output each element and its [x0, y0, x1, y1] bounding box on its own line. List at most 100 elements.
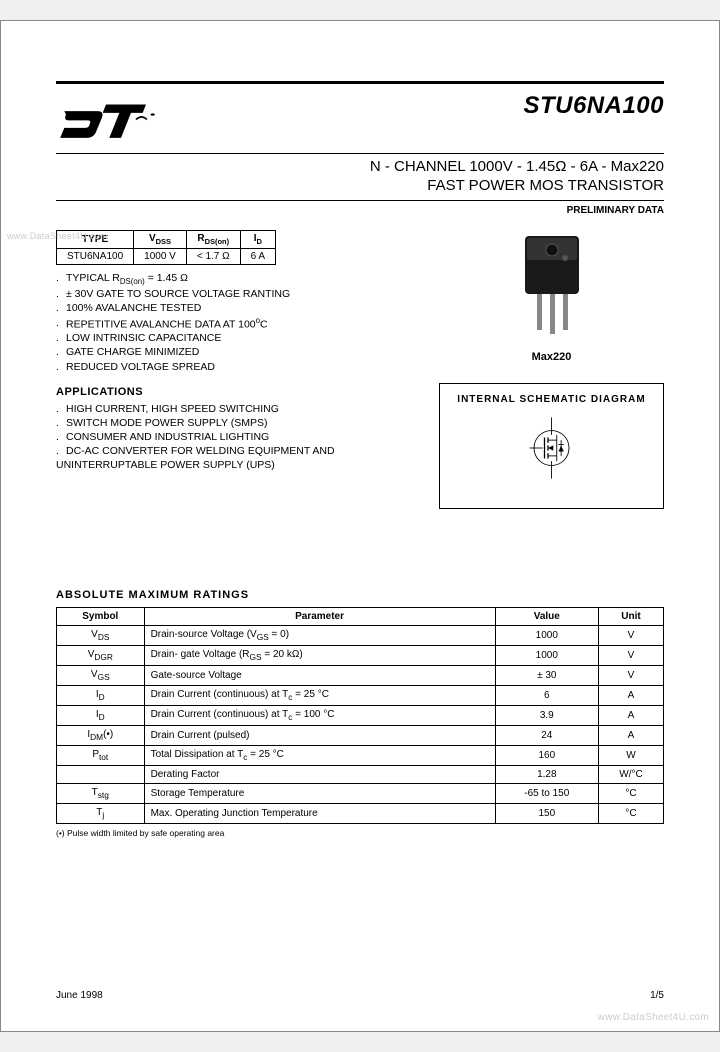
list-item: TYPICAL RDS(on) = 1.45 Ω [56, 271, 411, 288]
td-unit: V [599, 625, 664, 645]
td-symbol: ID [57, 685, 145, 705]
applications-heading: APPLICATIONS [56, 386, 411, 398]
list-item: ± 30V GATE TO SOURCE VOLTAGE RANTING [56, 287, 411, 301]
th-id: ID [240, 230, 275, 248]
package-icon [507, 230, 597, 340]
table-row: PtotTotal Dissipation at Tc = 25 °C160W [57, 745, 664, 765]
td-unit: W/°C [599, 765, 664, 783]
td-id: 6 A [240, 248, 275, 264]
td-symbol: IDM(•) [57, 725, 145, 745]
footer-date: June 1998 [56, 990, 103, 1001]
list-item: HIGH CURRENT, HIGH SPEED SWITCHING [56, 402, 411, 416]
schematic-heading: INTERNAL SCHEMATIC DIAGRAM [448, 394, 655, 405]
td-symbol: Tj [57, 803, 145, 823]
td-unit: A [599, 705, 664, 725]
subtitle-line2: FAST POWER MOS TRANSISTOR [427, 177, 664, 194]
ratings-table: Symbol Parameter Value Unit VDSDrain-sou… [56, 607, 664, 824]
list-item: SWITCH MODE POWER SUPPLY (SMPS) [56, 416, 411, 430]
td-value: 1000 [495, 645, 598, 665]
td-parameter: Gate-source Voltage [144, 665, 495, 685]
feature-list: TYPICAL RDS(on) = 1.45 Ω ± 30V GATE TO S… [56, 271, 411, 374]
td-symbol: VDGR [57, 645, 145, 665]
td-type: STU6NA100 [57, 248, 134, 264]
page-footer: June 1998 1/5 [56, 990, 664, 1001]
td-parameter: Total Dissipation at Tc = 25 °C [144, 745, 495, 765]
package-image [439, 230, 664, 345]
subtitle-line1: N - CHANNEL 1000V - 1.45Ω - 6A - Max220 [370, 158, 664, 175]
schematic-icon [524, 413, 579, 483]
td-symbol: VDS [57, 625, 145, 645]
table-row: IDDrain Current (continuous) at Tc = 100… [57, 705, 664, 725]
watermark-left: www.DataSheet4U.com [7, 231, 108, 241]
th-value: Value [495, 607, 598, 625]
left-column: TYPE VDSS RDS(on) ID STU6NA100 1000 V < … [56, 230, 411, 509]
td-parameter: Max. Operating Junction Temperature [144, 803, 495, 823]
td-parameter: Derating Factor [144, 765, 495, 783]
preliminary-label: PRELIMINARY DATA [56, 200, 664, 216]
list-item: REPETITIVE AVALANCHE DATA AT 100oC [56, 316, 411, 332]
datasheet-page: www.DataSheet4U.com www.DataSheet4U.com … [0, 20, 720, 1032]
list-item: CONSUMER AND INDUSTRIAL LIGHTING [56, 430, 411, 444]
td-unit: A [599, 685, 664, 705]
table-row: TjMax. Operating Junction Temperature150… [57, 803, 664, 823]
td-unit: A [599, 725, 664, 745]
st-logo-icon [56, 92, 156, 147]
subtitle: N - CHANNEL 1000V - 1.45Ω - 6A - Max220 … [56, 158, 664, 196]
table-row: VDGRDrain- gate Voltage (RGS = 20 kΩ)100… [57, 645, 664, 665]
ratings-footnote: (•) Pulse width limited by safe operatin… [56, 828, 664, 838]
td-value: 24 [495, 725, 598, 745]
td-unit: V [599, 665, 664, 685]
td-rdson: < 1.7 Ω [186, 248, 240, 264]
td-unit: V [599, 645, 664, 665]
list-item: DC-AC CONVERTER FOR WELDING EQUIPMENT AN… [56, 444, 411, 472]
td-value: 1.28 [495, 765, 598, 783]
td-vdss: 1000 V [134, 248, 187, 264]
td-parameter: Drain Current (continuous) at Tc = 100 °… [144, 705, 495, 725]
td-symbol [57, 765, 145, 783]
table-row: IDDrain Current (continuous) at Tc = 25 … [57, 685, 664, 705]
table-row: TstgStorage Temperature-65 to 150°C [57, 783, 664, 803]
mid-rule [56, 153, 664, 154]
content-columns: TYPE VDSS RDS(on) ID STU6NA100 1000 V < … [56, 230, 664, 509]
td-parameter: Storage Temperature [144, 783, 495, 803]
td-value: 3.9 [495, 705, 598, 725]
th-unit: Unit [599, 607, 664, 625]
td-value: 1000 [495, 625, 598, 645]
td-symbol: VGS [57, 665, 145, 685]
top-rule [56, 81, 664, 84]
table-row: VDSDrain-source Voltage (VGS = 0)1000V [57, 625, 664, 645]
footer-page: 1/5 [650, 990, 664, 1001]
td-parameter: Drain-source Voltage (VGS = 0) [144, 625, 495, 645]
td-unit: W [599, 745, 664, 765]
list-item: LOW INTRINSIC CAPACITANCE [56, 331, 411, 345]
part-number: STU6NA100 [523, 92, 664, 120]
ratings-heading: ABSOLUTE MAXIMUM RATINGS [56, 589, 664, 601]
header-row: STU6NA100 [56, 92, 664, 147]
td-parameter: Drain Current (continuous) at Tc = 25 °C [144, 685, 495, 705]
table-row: VGSGate-source Voltage± 30V [57, 665, 664, 685]
td-parameter: Drain Current (pulsed) [144, 725, 495, 745]
applications-list: HIGH CURRENT, HIGH SPEED SWITCHING SWITC… [56, 402, 411, 473]
list-item: GATE CHARGE MINIMIZED [56, 345, 411, 359]
th-symbol: Symbol [57, 607, 145, 625]
td-parameter: Drain- gate Voltage (RGS = 20 kΩ) [144, 645, 495, 665]
st-logo [56, 92, 156, 147]
td-value: ± 30 [495, 665, 598, 685]
td-symbol: Ptot [57, 745, 145, 765]
td-unit: °C [599, 803, 664, 823]
td-value: 160 [495, 745, 598, 765]
td-symbol: Tstg [57, 783, 145, 803]
schematic-box: INTERNAL SCHEMATIC DIAGRAM [439, 383, 664, 509]
td-symbol: ID [57, 705, 145, 725]
watermark-right: www.DataSheet4U.com [598, 1012, 709, 1023]
list-item: 100% AVALANCHE TESTED [56, 301, 411, 315]
right-column: Max220 INTERNAL SCHEMATIC DIAGRAM [439, 230, 664, 509]
package-label: Max220 [439, 351, 664, 363]
th-rdson: RDS(on) [186, 230, 240, 248]
td-value: 150 [495, 803, 598, 823]
td-value: 6 [495, 685, 598, 705]
td-unit: °C [599, 783, 664, 803]
list-item: REDUCED VOLTAGE SPREAD [56, 360, 411, 374]
th-vdss: VDSS [134, 230, 187, 248]
table-row: STU6NA100 1000 V < 1.7 Ω 6 A [57, 248, 276, 264]
